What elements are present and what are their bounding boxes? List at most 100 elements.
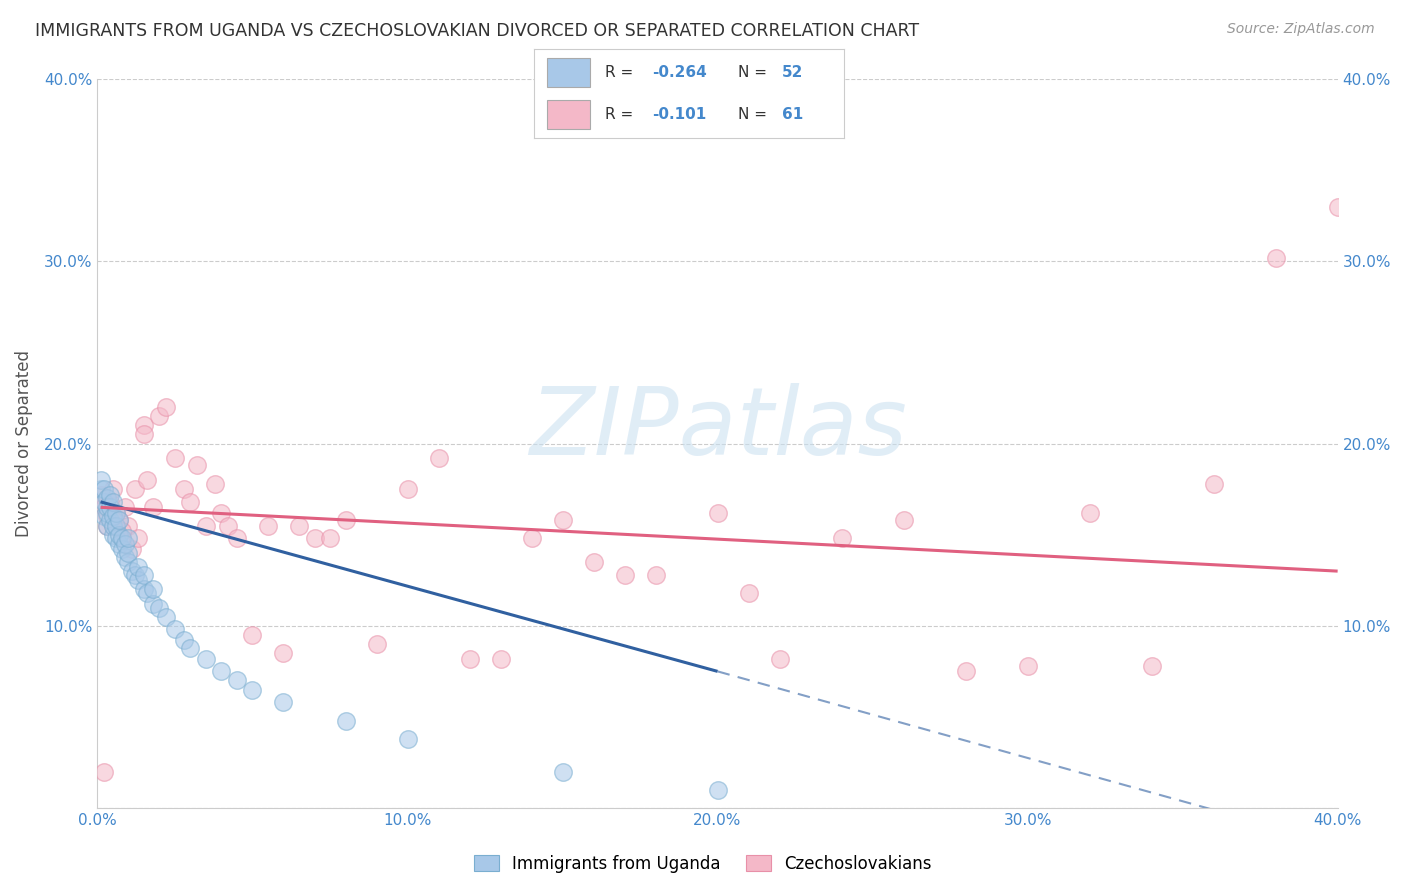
Point bbox=[93, 495, 115, 509]
Point bbox=[163, 451, 186, 466]
Point bbox=[96, 500, 118, 515]
Point bbox=[304, 531, 326, 545]
Point bbox=[226, 673, 249, 688]
Text: IMMIGRANTS FROM UGANDA VS CZECHOSLOVAKIAN DIVORCED OR SEPARATED CORRELATION CHAR: IMMIGRANTS FROM UGANDA VS CZECHOSLOVAKIA… bbox=[35, 22, 920, 40]
Point bbox=[489, 651, 512, 665]
Point bbox=[831, 531, 853, 545]
Text: ZIPatlas: ZIPatlas bbox=[529, 384, 907, 475]
Point bbox=[127, 560, 149, 574]
Legend: Immigrants from Uganda, Czechoslovakians: Immigrants from Uganda, Czechoslovakians bbox=[468, 848, 938, 880]
Point bbox=[242, 628, 264, 642]
Point bbox=[195, 518, 218, 533]
Text: 61: 61 bbox=[782, 107, 803, 121]
Point bbox=[96, 518, 118, 533]
Point bbox=[142, 597, 165, 611]
Point bbox=[96, 491, 118, 506]
Point bbox=[582, 555, 605, 569]
Point bbox=[132, 418, 155, 433]
Point bbox=[114, 549, 136, 564]
Text: -0.101: -0.101 bbox=[652, 107, 706, 121]
Point bbox=[768, 651, 790, 665]
Point bbox=[105, 506, 128, 520]
Point bbox=[117, 518, 139, 533]
Point bbox=[98, 495, 121, 509]
Point bbox=[101, 518, 124, 533]
Point bbox=[96, 509, 118, 524]
Point bbox=[613, 567, 636, 582]
Point bbox=[893, 513, 915, 527]
Point bbox=[1202, 476, 1225, 491]
Point bbox=[108, 537, 131, 551]
Point bbox=[117, 531, 139, 545]
Point bbox=[105, 518, 128, 533]
Point bbox=[273, 695, 295, 709]
Point bbox=[257, 518, 280, 533]
Text: N =: N = bbox=[738, 65, 772, 79]
Point bbox=[179, 495, 201, 509]
Point bbox=[136, 586, 159, 600]
FancyBboxPatch shape bbox=[547, 100, 591, 129]
Point bbox=[101, 482, 124, 496]
Point bbox=[551, 513, 574, 527]
Point bbox=[148, 409, 170, 424]
Point bbox=[644, 567, 666, 582]
Point bbox=[117, 555, 139, 569]
Point bbox=[105, 531, 128, 545]
Point bbox=[1140, 659, 1163, 673]
Point bbox=[335, 513, 357, 527]
Point bbox=[335, 714, 357, 728]
Text: -0.264: -0.264 bbox=[652, 65, 707, 79]
Point bbox=[127, 531, 149, 545]
FancyBboxPatch shape bbox=[547, 58, 591, 87]
Point bbox=[93, 764, 115, 779]
Point bbox=[114, 500, 136, 515]
Text: N =: N = bbox=[738, 107, 772, 121]
Point bbox=[226, 531, 249, 545]
Point bbox=[366, 637, 388, 651]
Point bbox=[217, 518, 239, 533]
Point bbox=[108, 513, 131, 527]
Point bbox=[288, 518, 311, 533]
Point bbox=[111, 542, 134, 557]
Point bbox=[93, 509, 115, 524]
Point bbox=[90, 473, 112, 487]
Point bbox=[955, 665, 977, 679]
Point bbox=[427, 451, 450, 466]
Point bbox=[1264, 251, 1286, 265]
Point bbox=[1078, 506, 1101, 520]
Point bbox=[155, 609, 177, 624]
Point bbox=[195, 651, 218, 665]
Point bbox=[127, 573, 149, 587]
Point bbox=[90, 487, 112, 501]
Point bbox=[111, 531, 134, 545]
Point bbox=[737, 586, 759, 600]
Text: Source: ZipAtlas.com: Source: ZipAtlas.com bbox=[1227, 22, 1375, 37]
Point bbox=[124, 482, 146, 496]
Point bbox=[1017, 659, 1039, 673]
Point bbox=[132, 582, 155, 597]
Point bbox=[319, 531, 342, 545]
Point bbox=[108, 513, 131, 527]
Point bbox=[93, 482, 115, 496]
Point bbox=[96, 506, 118, 520]
Point bbox=[204, 476, 226, 491]
Point bbox=[163, 623, 186, 637]
Point bbox=[155, 400, 177, 414]
Text: R =: R = bbox=[606, 107, 638, 121]
Point bbox=[105, 506, 128, 520]
Point bbox=[706, 782, 728, 797]
Point bbox=[1326, 200, 1348, 214]
Point bbox=[114, 537, 136, 551]
Point bbox=[98, 487, 121, 501]
Point bbox=[179, 640, 201, 655]
Text: R =: R = bbox=[606, 65, 638, 79]
Point bbox=[93, 500, 115, 515]
Point bbox=[551, 764, 574, 779]
Point bbox=[101, 509, 124, 524]
Point bbox=[101, 495, 124, 509]
Point bbox=[111, 524, 134, 538]
Point bbox=[520, 531, 543, 545]
Point bbox=[706, 506, 728, 520]
Point bbox=[108, 527, 131, 541]
Point bbox=[101, 518, 124, 533]
